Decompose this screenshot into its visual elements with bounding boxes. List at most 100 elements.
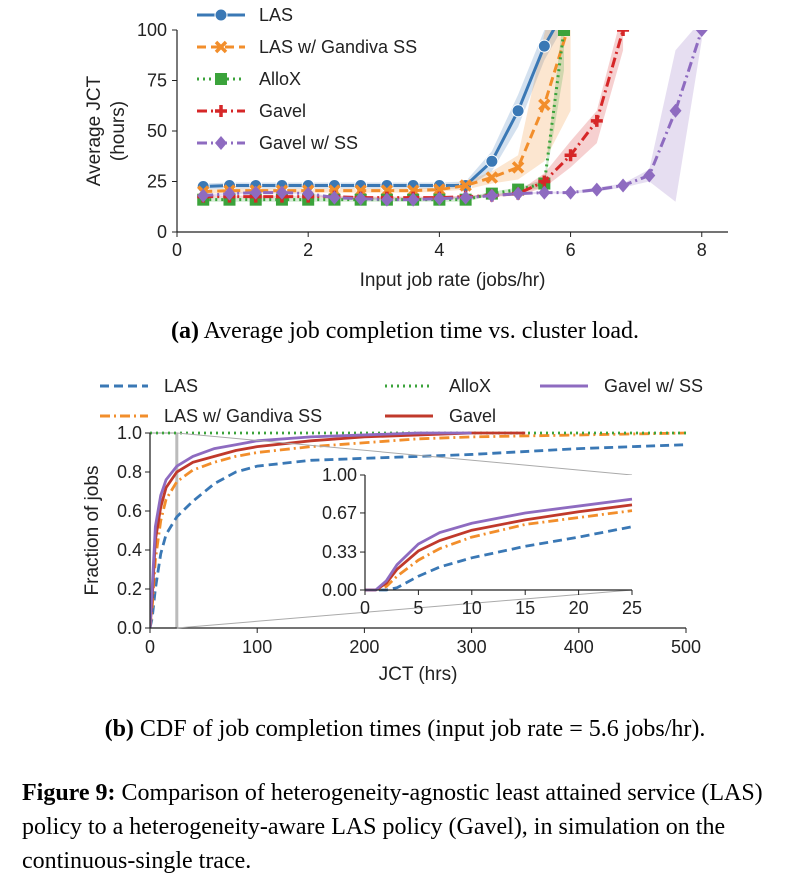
point-gavel-w-ss xyxy=(459,190,472,205)
x-tick-label-b: 300 xyxy=(457,637,487,657)
legend-item-b-las-w-gandiva-ss: LAS w/ Gandiva SS xyxy=(100,406,322,426)
point-gavel-w-ss xyxy=(564,185,577,200)
y-tick-label-a: 0 xyxy=(157,222,167,242)
inset-x-tick-label: 15 xyxy=(515,598,535,618)
legend-marker-allox xyxy=(215,73,227,85)
inset-background xyxy=(365,475,632,590)
legend-label-b-las-w-gandiva-ss: LAS w/ Gandiva SS xyxy=(164,406,322,426)
point-gavel-w-ss xyxy=(433,191,446,206)
y-tick-label-b: 1.0 xyxy=(117,423,142,443)
x-tick-label-b: 0 xyxy=(145,637,155,657)
x-tick-label-a: 6 xyxy=(566,240,576,260)
point-gavel-w-ss xyxy=(590,182,603,197)
x-axis-label-b: JCT (hrs) xyxy=(379,664,458,685)
point-las-w-gandiva-ss xyxy=(538,98,551,111)
cdf-line-las-w-gandiva-ss xyxy=(150,431,686,629)
point-gavel-w-ss xyxy=(407,192,420,207)
figure-caption: Figure 9: Comparison of heterogeneity-ag… xyxy=(22,780,763,874)
x-tick-label-b: 100 xyxy=(242,637,272,657)
legend-label-las-w-gandiva-ss: LAS w/ Gandiva SS xyxy=(259,37,417,57)
inset-line-las-w-gandiva-ss xyxy=(365,509,633,592)
point-gavel-w-ss xyxy=(617,178,630,193)
x-tick-label-b: 500 xyxy=(671,637,701,657)
legend-label-gavel-w-ss: Gavel w/ SS xyxy=(259,133,358,153)
point-las xyxy=(511,104,525,118)
point-las xyxy=(485,154,499,168)
point-gavel-w-ss xyxy=(669,103,682,118)
legend-item-b-las: LAS xyxy=(100,376,198,396)
point-gavel-w-ss xyxy=(354,191,367,206)
inset-x-tick-label: 0 xyxy=(360,598,370,618)
caption-a: (a) Average job completion time vs. clus… xyxy=(170,318,640,344)
inset-x-tick-label: 10 xyxy=(462,598,482,618)
inset-x-tick-label: 5 xyxy=(413,598,423,618)
point-gavel xyxy=(590,114,603,127)
legend-item-gavel-w-ss: Gavel w/ SS xyxy=(197,133,358,153)
legend-label-allox: AlloX xyxy=(259,69,301,89)
inset-plot xyxy=(365,497,633,592)
y-tick-label-b: 0.0 xyxy=(117,618,142,638)
y-tick-label-b: 0.8 xyxy=(117,462,142,482)
point-gavel-w-ss xyxy=(275,185,288,200)
point-gavel-w-ss xyxy=(223,186,236,201)
zoom-connector-bottom xyxy=(176,589,633,629)
legend-marker-las-w-gandiva-ss xyxy=(214,40,228,54)
y-tick-label-b: 0.4 xyxy=(117,540,142,560)
point-gavel-w-ss xyxy=(328,190,341,205)
inset-x-tick-label: 25 xyxy=(622,598,642,618)
inset-line-gavel-w-ss xyxy=(365,497,633,592)
inset-y-tick-label: 0.00 xyxy=(322,580,357,600)
y-axis-label-a: Average JCT xyxy=(84,75,105,186)
legend-label-b-gavel-w-ss: Gavel w/ SS xyxy=(604,376,703,396)
legend-item-b-gavel: Gavel xyxy=(385,406,496,426)
point-gavel-w-ss xyxy=(380,192,393,207)
point-gavel-w-ss xyxy=(538,185,551,200)
cdf-line-gavel xyxy=(150,431,526,629)
y-axis-label-a: (hours) xyxy=(108,101,129,161)
point-gavel-w-ss xyxy=(643,168,656,183)
point-las-w-gandiva-ss xyxy=(511,161,525,174)
x-tick-label-b: 400 xyxy=(564,637,594,657)
y-tick-label-b: 0.2 xyxy=(117,579,142,599)
point-gavel-w-ss xyxy=(302,186,315,201)
legend-item-gavel: Gavel xyxy=(197,101,306,121)
legend-item-b-allox: AlloX xyxy=(385,376,491,396)
x-tick-label-b: 200 xyxy=(349,637,379,657)
y-tick-label-a: 75 xyxy=(147,71,167,91)
inset-x-tick-label: 20 xyxy=(569,598,589,618)
plot-area-a xyxy=(196,30,708,207)
legend-label-b-las: LAS xyxy=(164,376,198,396)
chart-average-jct: 0 2 4 6 8 0 25 50 75 100 Input job rate (jobs/hr) A… xyxy=(84,5,728,291)
inset-y-tick-label: 1.00 xyxy=(322,465,357,485)
point-gavel-w-ss xyxy=(485,188,498,203)
legend-item-allox: AlloX xyxy=(197,69,301,89)
inset-y-tick-label: 0.33 xyxy=(322,542,357,562)
point-gavel xyxy=(538,175,551,188)
x-tick-label-a: 4 xyxy=(434,240,444,260)
caption-b: (b) CDF of job completion times (input j… xyxy=(104,716,706,742)
legend-marker-gavel xyxy=(215,105,227,117)
point-gavel-w-ss xyxy=(512,186,525,201)
legend-item-las: LAS xyxy=(197,5,293,25)
legend-label-b-gavel: Gavel xyxy=(449,406,496,426)
legend-marker-las xyxy=(214,8,228,22)
x-tick-label-a: 8 xyxy=(697,240,707,260)
point-gavel-w-ss xyxy=(695,30,708,37)
point-gavel xyxy=(564,149,577,162)
point-allox xyxy=(558,30,571,36)
band-allox xyxy=(203,30,565,202)
y-tick-label-b: 0.6 xyxy=(117,501,142,521)
y-tick-label-a: 25 xyxy=(147,172,167,192)
legend-label-gavel: Gavel xyxy=(259,101,306,121)
y-axis-label-b: Fraction of jobs xyxy=(82,466,103,596)
y-tick-label-a: 50 xyxy=(147,121,167,141)
legend-label-b-allox: AlloX xyxy=(449,376,491,396)
x-tick-label-a: 2 xyxy=(303,240,313,260)
x-axis-label-a: Input job rate (jobs/hr) xyxy=(360,270,546,291)
inset-line-las xyxy=(365,525,633,592)
cdf-line-gavel-w-ss xyxy=(150,431,472,629)
point-las-w-gandiva-ss xyxy=(485,171,499,184)
point-las-w-gandiva-ss xyxy=(433,183,446,196)
point-gavel-w-ss xyxy=(249,185,262,200)
